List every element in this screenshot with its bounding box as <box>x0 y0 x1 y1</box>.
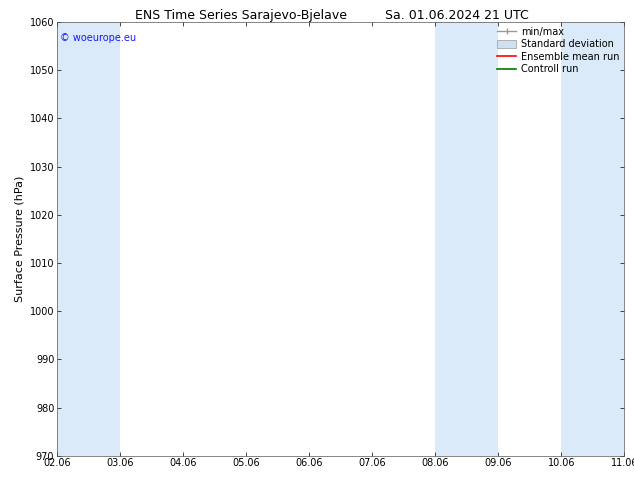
Text: Sa. 01.06.2024 21 UTC: Sa. 01.06.2024 21 UTC <box>385 9 528 22</box>
Text: ENS Time Series Sarajevo-Bjelave: ENS Time Series Sarajevo-Bjelave <box>135 9 347 22</box>
Legend: min/max, Standard deviation, Ensemble mean run, Controll run: min/max, Standard deviation, Ensemble me… <box>495 25 621 76</box>
Bar <box>562 22 624 456</box>
Y-axis label: Surface Pressure (hPa): Surface Pressure (hPa) <box>14 176 24 302</box>
Bar <box>436 22 498 456</box>
Bar <box>57 22 120 456</box>
Text: © woeurope.eu: © woeurope.eu <box>60 33 136 43</box>
